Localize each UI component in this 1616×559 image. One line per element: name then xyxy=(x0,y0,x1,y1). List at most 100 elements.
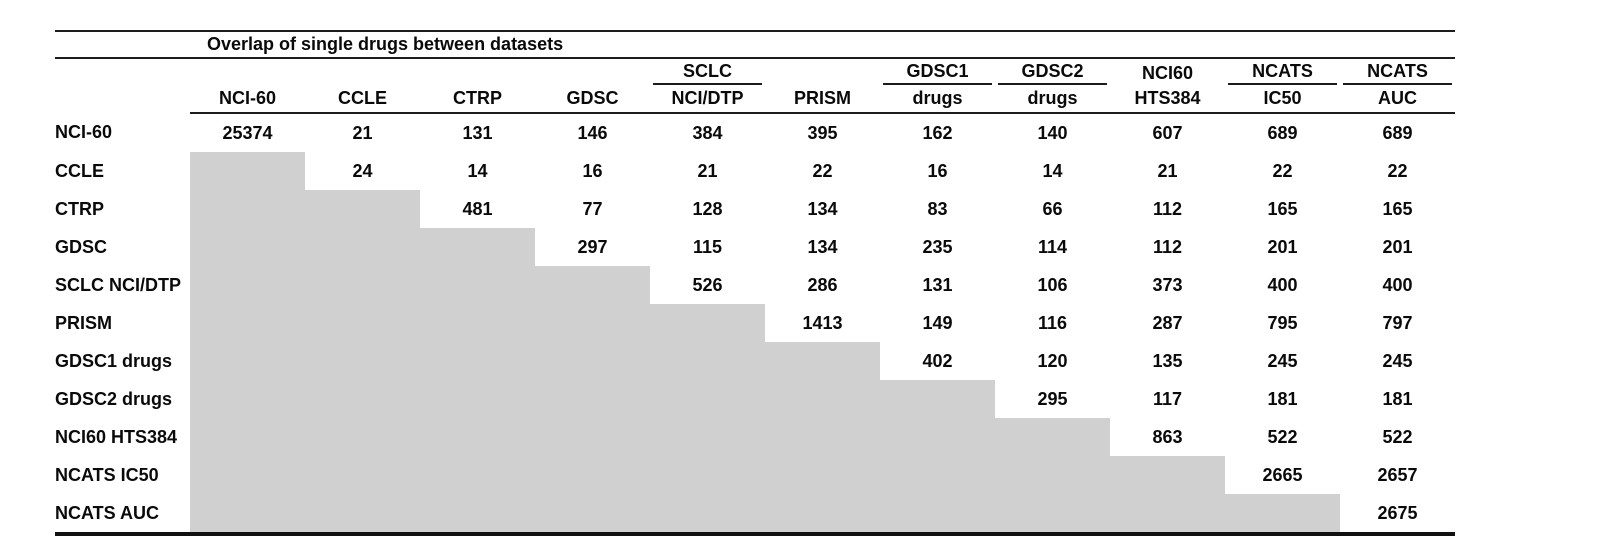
col-header-top-cell: NCATS xyxy=(1225,59,1340,85)
shaded-cell xyxy=(535,342,650,380)
value-cell: 134 xyxy=(807,236,838,257)
value-cell: 402 xyxy=(922,350,953,371)
shaded-cell xyxy=(1110,494,1225,536)
shaded-cell xyxy=(880,456,995,494)
value-cell: 21 xyxy=(697,160,718,181)
value-cell: 116 xyxy=(1037,312,1068,333)
value-cell: 689 xyxy=(1267,122,1298,143)
shaded-cell xyxy=(190,342,305,380)
overlap-table: Overlap of single drugs between datasets… xyxy=(55,30,1455,536)
shaded-cell xyxy=(190,152,305,190)
shaded-cell xyxy=(650,304,765,342)
value-cell: 2665 xyxy=(1262,464,1303,485)
shaded-cell xyxy=(305,494,420,536)
shaded-cell xyxy=(765,342,880,380)
table-row: GDSC2 drugs 295 117 181 181 xyxy=(55,380,1455,418)
col-header-top-cell: GDSC1 xyxy=(880,59,995,85)
col-header-top-cell: GDSC2 xyxy=(995,59,1110,85)
col-header: CCLE xyxy=(305,85,420,114)
header-row-bottom: NCI-60 CCLE CTRP GDSC NCI/DTP PRISM drugs drugs… xyxy=(55,85,1455,114)
value-cell: 112 xyxy=(1152,198,1183,219)
col-header-top-cell xyxy=(305,59,420,85)
col-header-line1: NCATS xyxy=(1343,61,1452,85)
shaded-cell xyxy=(420,456,535,494)
value-cell: 149 xyxy=(922,312,953,333)
col-header-top-cell xyxy=(190,59,305,85)
shaded-cell xyxy=(420,304,535,342)
shaded-cell xyxy=(535,266,650,304)
table-row: GDSC 297 115 134 235 114 112 201 201 xyxy=(55,228,1455,266)
shaded-cell xyxy=(420,380,535,418)
shaded-cell xyxy=(995,418,1110,456)
table-row: NCI-60 25374 21 131 146 384 395 162 140 607 689 689 xyxy=(55,113,1455,152)
value-cell: 14 xyxy=(1042,160,1063,181)
value-cell: 395 xyxy=(807,122,838,143)
table-row: CTRP 481 77 128 134 83 66 112 165 165 xyxy=(55,190,1455,228)
value-cell: 140 xyxy=(1037,122,1068,143)
table-title: Overlap of single drugs between datasets xyxy=(207,34,564,54)
col-header: IC50 xyxy=(1225,85,1340,114)
value-cell: 795 xyxy=(1267,312,1298,333)
value-cell: 106 xyxy=(1037,274,1068,295)
shaded-cell xyxy=(535,494,650,536)
shaded-cell xyxy=(305,342,420,380)
col-header-top-cell xyxy=(420,59,535,85)
value-cell: 181 xyxy=(1267,388,1298,409)
value-cell: 24 xyxy=(352,160,373,181)
value-cell: 689 xyxy=(1382,122,1413,143)
shaded-cell xyxy=(420,228,535,266)
value-cell: 131 xyxy=(922,274,953,295)
col-header: drugs xyxy=(880,85,995,114)
value-cell: 83 xyxy=(927,198,948,219)
shaded-cell xyxy=(650,380,765,418)
row-label: NCI-60 xyxy=(55,122,113,142)
table-row: CCLE 24 14 16 21 22 16 14 21 22 22 xyxy=(55,152,1455,190)
row-label: CCLE xyxy=(55,160,104,181)
value-cell: 165 xyxy=(1382,198,1413,219)
value-cell: 373 xyxy=(1152,274,1183,295)
value-cell: 22 xyxy=(1272,160,1293,181)
value-cell: 134 xyxy=(807,198,838,219)
row-label: NCATS IC50 xyxy=(55,464,159,485)
col-header: HTS384 xyxy=(1110,85,1225,114)
value-cell: 181 xyxy=(1382,388,1413,409)
value-cell: 235 xyxy=(922,236,953,257)
value-cell: 162 xyxy=(922,122,953,143)
shaded-cell xyxy=(995,494,1110,536)
value-cell: 120 xyxy=(1037,350,1068,371)
value-cell: 25374 xyxy=(222,122,273,143)
value-cell: 400 xyxy=(1267,274,1298,295)
shaded-cell xyxy=(765,494,880,536)
value-cell: 245 xyxy=(1267,350,1298,371)
value-cell: 522 xyxy=(1267,426,1298,447)
col-header: CTRP xyxy=(420,85,535,114)
overlap-matrix-table: SCLC GDSC1 GDSC2 NCI60 NCATS NCATS NCI-60 CCLE C… xyxy=(55,59,1455,536)
value-cell: 66 xyxy=(1042,198,1063,219)
col-header-top-cell: NCI60 xyxy=(1110,59,1225,85)
shaded-cell xyxy=(190,266,305,304)
row-label: GDSC xyxy=(55,236,108,257)
value-cell: 146 xyxy=(577,122,608,143)
shaded-cell xyxy=(190,456,305,494)
shaded-cell xyxy=(305,190,420,228)
shaded-cell xyxy=(535,418,650,456)
matrix-header: SCLC GDSC1 GDSC2 NCI60 NCATS NCATS NCI-60 CCLE C… xyxy=(55,59,1455,114)
value-cell: 1413 xyxy=(802,312,843,333)
value-cell: 165 xyxy=(1267,198,1298,219)
shaded-cell xyxy=(305,456,420,494)
shaded-cell xyxy=(420,342,535,380)
header-spacer xyxy=(55,85,190,113)
row-label: NCATS AUC xyxy=(55,494,190,536)
col-header-line1: NCI60 xyxy=(1141,63,1194,83)
shaded-cell xyxy=(535,304,650,342)
value-cell: 135 xyxy=(1152,350,1183,371)
header-row-top: SCLC GDSC1 GDSC2 NCI60 NCATS NCATS xyxy=(55,59,1455,85)
table-row: PRISM 1413 149 116 287 795 797 xyxy=(55,304,1455,342)
value-cell: 112 xyxy=(1152,236,1183,257)
shaded-cell xyxy=(305,380,420,418)
col-header-line1: NCATS xyxy=(1228,61,1337,85)
value-cell: 522 xyxy=(1382,426,1413,447)
matrix-body: NCI-60 25374 21 131 146 384 395 162 140 607 689 689… xyxy=(55,113,1455,536)
shaded-cell xyxy=(765,380,880,418)
shaded-cell xyxy=(190,418,305,456)
